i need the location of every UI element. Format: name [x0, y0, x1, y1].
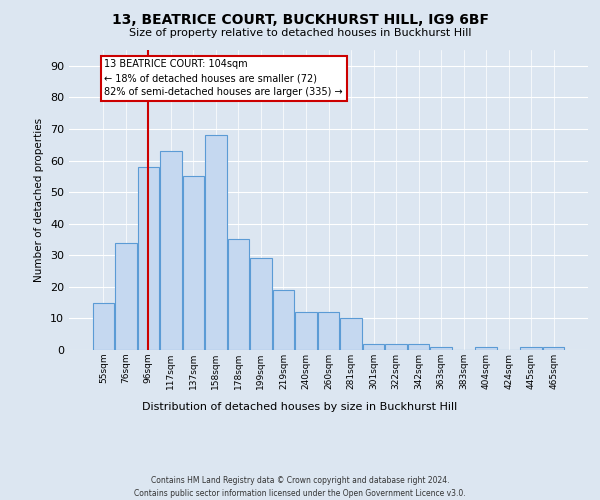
Bar — [385, 344, 407, 350]
Text: Contains HM Land Registry data © Crown copyright and database right 2024.
Contai: Contains HM Land Registry data © Crown c… — [134, 476, 466, 498]
Bar — [182, 176, 204, 350]
Bar — [340, 318, 362, 350]
Text: 13, BEATRICE COURT, BUCKHURST HILL, IG9 6BF: 13, BEATRICE COURT, BUCKHURST HILL, IG9 … — [112, 12, 488, 26]
Bar — [115, 242, 137, 350]
Text: Size of property relative to detached houses in Buckhurst Hill: Size of property relative to detached ho… — [129, 28, 471, 38]
Bar — [543, 347, 565, 350]
Text: 13 BEATRICE COURT: 104sqm
← 18% of detached houses are smaller (72)
82% of semi-: 13 BEATRICE COURT: 104sqm ← 18% of detac… — [104, 60, 343, 98]
Bar — [318, 312, 339, 350]
Bar — [475, 347, 497, 350]
Bar — [92, 302, 114, 350]
Bar — [363, 344, 384, 350]
Bar — [295, 312, 317, 350]
Bar — [273, 290, 294, 350]
Bar — [205, 136, 227, 350]
Bar — [520, 347, 542, 350]
Bar — [408, 344, 429, 350]
Bar — [137, 167, 159, 350]
Bar — [228, 240, 249, 350]
Bar — [250, 258, 272, 350]
Bar — [160, 151, 182, 350]
Text: Distribution of detached houses by size in Buckhurst Hill: Distribution of detached houses by size … — [142, 402, 458, 412]
Y-axis label: Number of detached properties: Number of detached properties — [34, 118, 44, 282]
Bar — [430, 347, 452, 350]
